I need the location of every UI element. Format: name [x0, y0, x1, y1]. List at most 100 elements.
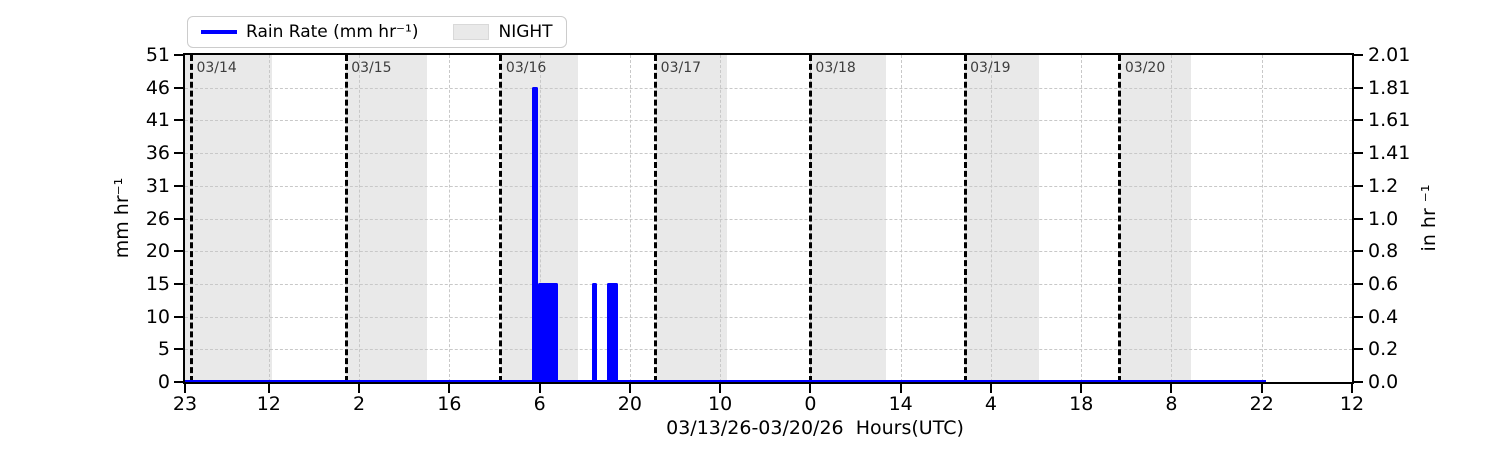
y-tick-mark-left	[174, 348, 183, 351]
y-tick-mark-left	[174, 315, 183, 318]
y-tick-mark-left	[174, 119, 183, 122]
y-tick-label-mm: 41	[145, 109, 170, 132]
x-tick-mark	[1351, 384, 1353, 393]
y-tick-mark-right	[1354, 86, 1363, 89]
y-tick-label-in: 0.4	[1368, 305, 1399, 328]
y-tick-label-in: 1.61	[1368, 109, 1411, 132]
rain-rate-bar	[531, 87, 539, 382]
y-tick-label-in: 0.0	[1368, 371, 1399, 393]
y-tick-label-mm: 36	[145, 142, 170, 165]
y-tick-mark-left	[174, 282, 183, 285]
y-tick-label-mm: 51	[145, 44, 170, 66]
horizontal-gridline	[185, 153, 1352, 155]
horizontal-gridline	[185, 316, 1352, 318]
y-tick-mark-left	[174, 217, 183, 220]
y-tick-mark-left	[174, 184, 183, 187]
chart-legend: Rain Rate (mm hr⁻¹) NIGHT	[187, 16, 567, 48]
date-label: 03/14	[196, 60, 237, 76]
horizontal-gridline	[185, 120, 1352, 122]
horizontal-gridline	[185, 218, 1352, 220]
y-tick-mark-left	[174, 250, 183, 253]
y-tick-label-in: 1.2	[1368, 174, 1399, 197]
day-boundary-line	[808, 55, 812, 382]
y-tick-mark-right	[1354, 348, 1363, 351]
day-boundary-line	[1118, 55, 1122, 382]
day-boundary-line	[499, 55, 503, 382]
y-tick-label-mm: 10	[145, 305, 170, 328]
x-tick-label: 6	[533, 393, 546, 415]
horizontal-gridline	[185, 185, 1352, 187]
day-boundary-line	[344, 55, 348, 382]
y-tick-mark-left	[174, 152, 183, 155]
horizontal-gridline	[185, 349, 1352, 351]
y-tick-mark-right	[1354, 282, 1363, 285]
x-tick-mark	[448, 384, 451, 393]
plot-area: 03/14 03/15 03/16 03/17 03/18 03/19 03/20	[183, 53, 1354, 384]
x-tick-label: 12	[256, 393, 281, 415]
rain-rate-bar	[538, 282, 559, 382]
y-tick-mark-left	[174, 381, 183, 383]
y-tick-label-mm: 46	[145, 76, 170, 99]
date-label: 03/17	[660, 60, 702, 76]
x-tick-mark	[1260, 384, 1263, 393]
y-tick-label-in: 0.8	[1368, 240, 1399, 263]
x-tick-mark	[628, 384, 631, 393]
horizontal-gridline	[185, 87, 1352, 89]
rain-rate-bar	[607, 282, 618, 382]
y-tick-label-mm: 31	[145, 174, 170, 197]
x-tick-mark	[899, 384, 902, 393]
day-boundary-line	[189, 55, 193, 382]
night-legend-label: NIGHT	[498, 22, 553, 42]
y-tick-label-mm: 26	[145, 207, 170, 230]
x-tick-mark	[809, 384, 812, 393]
x-tick-mark	[358, 384, 361, 393]
rain-rate-line-swatch	[201, 30, 237, 34]
y-tick-label-mm: 0	[157, 371, 170, 393]
x-tick-label: 10	[708, 393, 733, 415]
date-label: 03/20	[1124, 60, 1166, 76]
x-tick-label: 23	[172, 393, 198, 415]
rain-rate-legend-label: Rain Rate (mm hr⁻¹)	[246, 22, 419, 42]
x-tick-mark	[1170, 384, 1173, 393]
x-tick-mark	[1080, 384, 1083, 393]
x-tick-label: 8	[1165, 393, 1178, 415]
day-boundary-line	[654, 55, 658, 382]
y-tick-label-in: 0.6	[1368, 272, 1399, 295]
x-tick-label: 22	[1249, 393, 1274, 415]
plot-canvas: 03/14 03/15 03/16 03/17 03/18 03/19 03/20	[185, 55, 1352, 382]
y-tick-label-mm: 20	[145, 240, 170, 263]
y-tick-mark-right	[1354, 119, 1363, 122]
y-tick-label-in: 1.0	[1368, 207, 1399, 230]
x-tick-label: 14	[888, 393, 913, 415]
y-tick-label-mm: 15	[145, 272, 170, 295]
y-tick-mark-left	[174, 54, 183, 56]
x-tick-mark	[184, 384, 186, 393]
x-tick-mark	[719, 384, 722, 393]
x-tick-mark	[538, 384, 541, 393]
y-tick-label-in: 1.41	[1368, 142, 1411, 165]
x-tick-label: 16	[437, 393, 462, 415]
y-tick-mark-right	[1354, 184, 1363, 187]
horizontal-gridline	[185, 283, 1352, 285]
x-tick-mark	[989, 384, 992, 393]
x-tick-label: 0	[804, 393, 817, 415]
date-label: 03/15	[351, 60, 392, 76]
date-label: 03/19	[970, 60, 1011, 76]
y-tick-mark-right	[1354, 217, 1363, 220]
x-tick-label: 20	[617, 393, 642, 415]
y-tick-label-in: 2.01	[1368, 44, 1411, 66]
x-tick-label: 12	[1339, 393, 1365, 415]
x-tick-label: 18	[1069, 393, 1094, 415]
y-tick-mark-right	[1354, 54, 1363, 56]
horizontal-gridline	[185, 251, 1352, 253]
y-tick-mark-right	[1354, 315, 1363, 318]
night-patch-swatch	[453, 24, 490, 40]
x-axis-label: 03/13/26-03/20/26 Hours(UTC)	[666, 417, 964, 439]
rain-rate-bar	[592, 282, 597, 382]
rain-rate-baseline	[185, 379, 1267, 382]
y-tick-label-in: 0.2	[1368, 338, 1399, 361]
day-boundary-line	[963, 55, 967, 382]
x-tick-label: 2	[353, 393, 366, 415]
y-tick-mark-right	[1354, 250, 1363, 253]
